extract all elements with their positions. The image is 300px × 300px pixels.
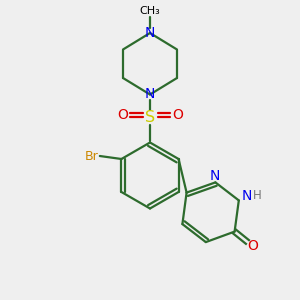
Text: O: O [172, 108, 183, 122]
Text: O: O [117, 108, 128, 122]
Text: H: H [253, 189, 262, 203]
Text: N: N [145, 88, 155, 101]
Text: S: S [145, 110, 155, 124]
Text: N: N [145, 26, 155, 40]
Text: CH₃: CH₃ [140, 6, 160, 16]
Text: O: O [247, 239, 258, 253]
Text: Br: Br [85, 149, 98, 163]
Text: N: N [242, 189, 252, 203]
Text: N: N [210, 169, 220, 183]
